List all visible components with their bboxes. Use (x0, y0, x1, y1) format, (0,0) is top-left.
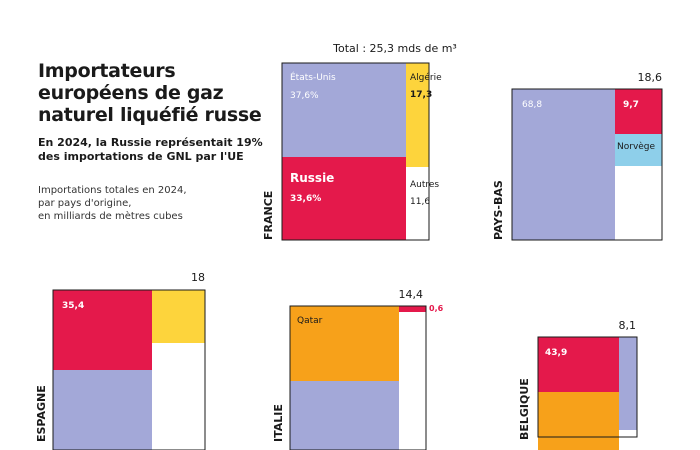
italie-total-label: 14,4 (399, 288, 424, 301)
pays-bas-segment (615, 166, 662, 240)
pays-bas-outline (511, 88, 663, 241)
france-segment-value: 37,6% (290, 91, 319, 101)
note-line: en milliards de mètres cubes (38, 211, 183, 222)
espagne-segment (152, 290, 205, 343)
italie-country-label: ITALIE (272, 404, 285, 442)
france-segment (282, 63, 406, 157)
france-segment-value: 17,3 (410, 90, 432, 100)
chart-note: Importations totales en 2024, par pays d… (38, 184, 238, 223)
france-segment-name: Russie (290, 171, 334, 185)
italie-segment (399, 312, 426, 450)
pays-bas-segment-value: 9,7 (623, 100, 639, 110)
belgique-outline (537, 336, 638, 438)
pays-bas-segment (615, 89, 662, 134)
pays-bas-total-label: 18,6 (638, 71, 663, 84)
espagne-segment (53, 370, 152, 450)
france-segment-name: Autres (410, 180, 439, 190)
chart-subtitle: En 2024, la Russie représentait 19% des … (38, 136, 263, 163)
note-line: par pays d'origine, (38, 198, 132, 209)
italie-segment (399, 306, 426, 312)
france-segment (282, 157, 406, 240)
espagne-segment-value: 35,4 (62, 301, 84, 311)
belgique-segment (619, 430, 637, 437)
espagne-outline (52, 289, 206, 450)
belgique-segment (538, 337, 619, 392)
pays-bas-segment (615, 134, 662, 166)
espagne-segment (152, 343, 205, 450)
espagne-segment (53, 290, 152, 370)
belgique-segment (538, 392, 619, 450)
belgique-segment (619, 337, 637, 430)
pays-bas-segment-name: Norvège (617, 141, 656, 152)
italie-segment (290, 381, 399, 450)
note-line: Importations totales en 2024, (38, 185, 187, 196)
france-segment-value: 11,6 (410, 197, 430, 207)
france-segment-name: États-Unis (290, 71, 336, 83)
france-segment (406, 167, 429, 240)
belgique-total-label: 8,1 (619, 319, 637, 332)
france-segment-value: 33,6% (290, 194, 321, 204)
belgique-segment-value: 43,9 (545, 348, 567, 358)
italie-segment-value: 0,6 (429, 304, 444, 313)
france-outline (281, 62, 430, 241)
chart-title: Importateurs européens de gaz naturel li… (38, 60, 262, 126)
italie-segment (290, 306, 399, 381)
pays-bas-segment (512, 89, 615, 240)
pays-bas-segment-value: 68,8 (522, 100, 542, 110)
italie-segment-name: Qatar (297, 316, 323, 326)
pays-bas-country-label: PAYS-BAS (492, 180, 505, 240)
belgique-country-label: BELGIQUE (518, 378, 531, 440)
france-segment-name: Algérie (410, 72, 442, 83)
france-country-label: FRANCE (262, 191, 275, 240)
espagne-total-label: 18 (191, 271, 205, 284)
espagne-country-label: ESPAGNE (35, 385, 48, 442)
france-total-label: Total : 25,3 mds de m³ (332, 42, 457, 55)
france-segment (406, 63, 429, 167)
italie-outline (289, 305, 427, 450)
